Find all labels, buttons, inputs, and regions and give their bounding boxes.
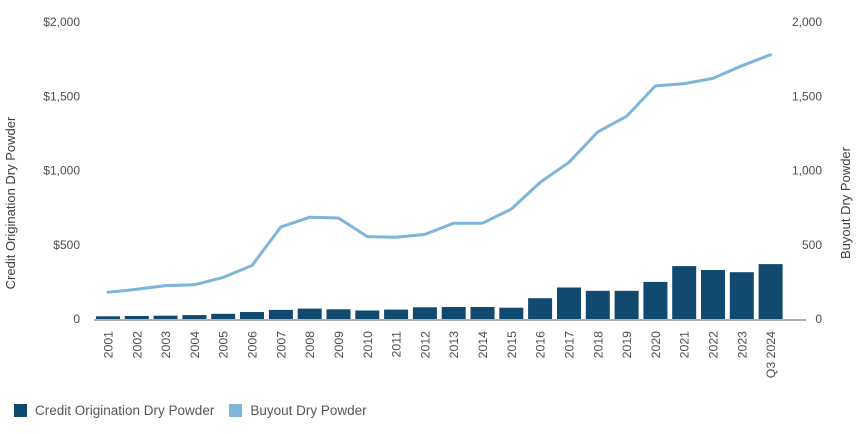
bar-2018 — [585, 290, 610, 319]
bar-2020 — [643, 281, 668, 319]
x-label-2005: 2005 — [217, 331, 231, 359]
bar-2016 — [528, 298, 553, 319]
x-label-2013: 2013 — [447, 331, 461, 359]
x-label-2012: 2012 — [418, 331, 432, 359]
bar-2010 — [355, 310, 380, 319]
left-axis-tick-4: $2,000 — [43, 15, 80, 29]
x-label-2020: 2020 — [649, 331, 663, 359]
x-label-2004: 2004 — [188, 331, 202, 359]
bar-2022 — [701, 270, 725, 319]
x-label-2009: 2009 — [332, 331, 346, 359]
right-axis-tick-2: 1,000 — [792, 164, 822, 178]
x-label-2008: 2008 — [303, 331, 317, 359]
x-label-2019: 2019 — [620, 331, 634, 359]
bar-2015 — [499, 307, 524, 319]
right-axis-tick-1: 500 — [802, 238, 822, 252]
left-axis-tick-0: 0 — [73, 312, 80, 326]
left-axis-title: Credit Origination Dry Powder — [3, 116, 18, 289]
bar-2011 — [384, 309, 409, 319]
bar-2009 — [326, 309, 351, 319]
legend-label-buyout: Buyout Dry Powder — [250, 403, 367, 418]
bar-2019 — [614, 290, 639, 319]
bar-2017 — [557, 287, 581, 319]
bar-2005 — [211, 313, 236, 319]
bar-2001 — [96, 316, 120, 319]
bar-2023 — [729, 272, 754, 319]
x-label-2016: 2016 — [534, 331, 548, 359]
right-axis-title: Buyout Dry Powder — [838, 146, 853, 259]
x-label-2010: 2010 — [361, 331, 375, 359]
bar-2003 — [153, 315, 178, 319]
legend-swatch-buyout-icon — [229, 404, 243, 417]
x-label-2001: 2001 — [102, 331, 116, 359]
x-label-2021: 2021 — [678, 331, 692, 359]
bar-2008 — [297, 308, 322, 319]
x-label-2015: 2015 — [505, 331, 519, 359]
right-axis-tick-0: 0 — [815, 312, 822, 326]
bar-Q3 2024 — [758, 264, 783, 319]
right-axis-tick-4: 2,000 — [792, 15, 822, 29]
x-label-2003: 2003 — [159, 331, 173, 359]
legend-item-credit: Credit Origination Dry Powder — [14, 403, 214, 418]
left-axis-tick-2: $1,000 — [43, 164, 80, 178]
right-axis-tick-3: 1,500 — [792, 89, 822, 103]
legend-item-buyout: Buyout Dry Powder — [229, 403, 367, 418]
x-label-2023: 2023 — [735, 331, 749, 359]
x-label-2014: 2014 — [476, 331, 490, 359]
x-label-2022: 2022 — [707, 331, 721, 359]
left-axis-tick-3: $1,500 — [43, 89, 80, 103]
x-label-2006: 2006 — [246, 331, 260, 359]
bar-2014 — [470, 307, 495, 319]
x-label-2018: 2018 — [591, 331, 605, 359]
legend-label-credit: Credit Origination Dry Powder — [35, 403, 215, 418]
bar-2006 — [240, 312, 264, 319]
bar-2021 — [672, 266, 697, 319]
x-label-Q3 2024: Q3 2024 — [764, 331, 778, 378]
x-label-2007: 2007 — [274, 331, 288, 359]
x-label-2011: 2011 — [390, 331, 404, 358]
left-axis-tick-1: $500 — [53, 238, 80, 252]
legend: Credit Origination Dry Powder Buyout Dry… — [14, 403, 367, 418]
plot-area: 0 $500 $1,000 $1,500 $2,000 0 500 1,000 1,500 2,0… — [43, 15, 822, 378]
bar-2007 — [268, 309, 293, 319]
bar-2012 — [412, 307, 437, 319]
legend-swatch-credit-icon — [14, 404, 27, 417]
x-label-2002: 2002 — [130, 331, 144, 359]
buyout-line — [106, 53, 773, 294]
bar-2013 — [441, 307, 466, 319]
bar-2002 — [124, 316, 149, 319]
x-label-2017: 2017 — [563, 331, 577, 359]
bar-2004 — [182, 315, 207, 319]
